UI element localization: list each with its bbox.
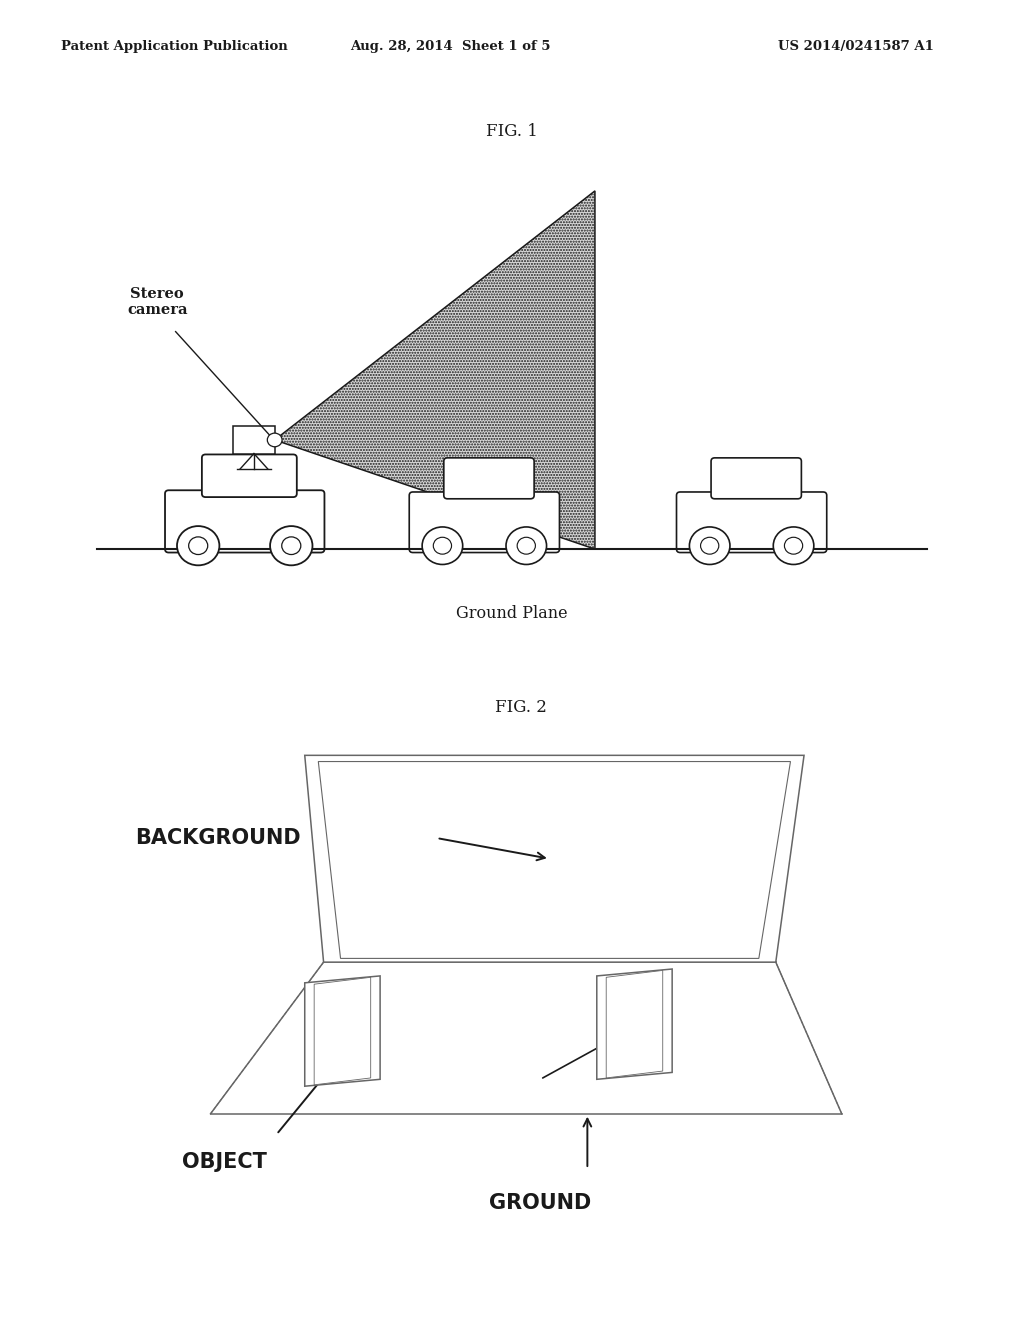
Text: Aug. 28, 2014  Sheet 1 of 5: Aug. 28, 2014 Sheet 1 of 5 — [350, 40, 551, 53]
Polygon shape — [274, 191, 595, 549]
Circle shape — [773, 527, 814, 565]
FancyBboxPatch shape — [202, 454, 297, 498]
Polygon shape — [314, 977, 371, 1085]
Text: FIG. 2: FIG. 2 — [496, 698, 548, 715]
Circle shape — [188, 537, 208, 554]
Text: Patent Application Publication: Patent Application Publication — [61, 40, 288, 53]
FancyBboxPatch shape — [677, 492, 826, 553]
Circle shape — [517, 537, 536, 554]
Polygon shape — [305, 755, 804, 962]
Circle shape — [433, 537, 452, 554]
Polygon shape — [305, 975, 380, 1086]
Circle shape — [270, 527, 312, 565]
Text: Ground Plane: Ground Plane — [456, 605, 568, 622]
Circle shape — [506, 527, 547, 565]
Circle shape — [700, 537, 719, 554]
Circle shape — [689, 527, 730, 565]
FancyBboxPatch shape — [410, 492, 559, 553]
Circle shape — [177, 527, 219, 565]
Circle shape — [422, 527, 463, 565]
FancyBboxPatch shape — [443, 458, 535, 499]
Text: US 2014/0241587 A1: US 2014/0241587 A1 — [778, 40, 934, 53]
Circle shape — [267, 433, 282, 446]
Polygon shape — [606, 970, 663, 1078]
Text: GROUND: GROUND — [489, 1193, 592, 1213]
FancyBboxPatch shape — [233, 426, 274, 454]
FancyBboxPatch shape — [711, 458, 802, 499]
Polygon shape — [318, 762, 791, 958]
Text: Stereo
camera: Stereo camera — [127, 286, 187, 317]
Text: FIG. 1: FIG. 1 — [486, 123, 538, 140]
Polygon shape — [597, 969, 672, 1080]
Circle shape — [282, 537, 301, 554]
Text: BACKGROUND: BACKGROUND — [135, 828, 301, 847]
Circle shape — [784, 537, 803, 554]
FancyBboxPatch shape — [165, 490, 325, 553]
Text: OBJECT: OBJECT — [182, 1152, 267, 1172]
